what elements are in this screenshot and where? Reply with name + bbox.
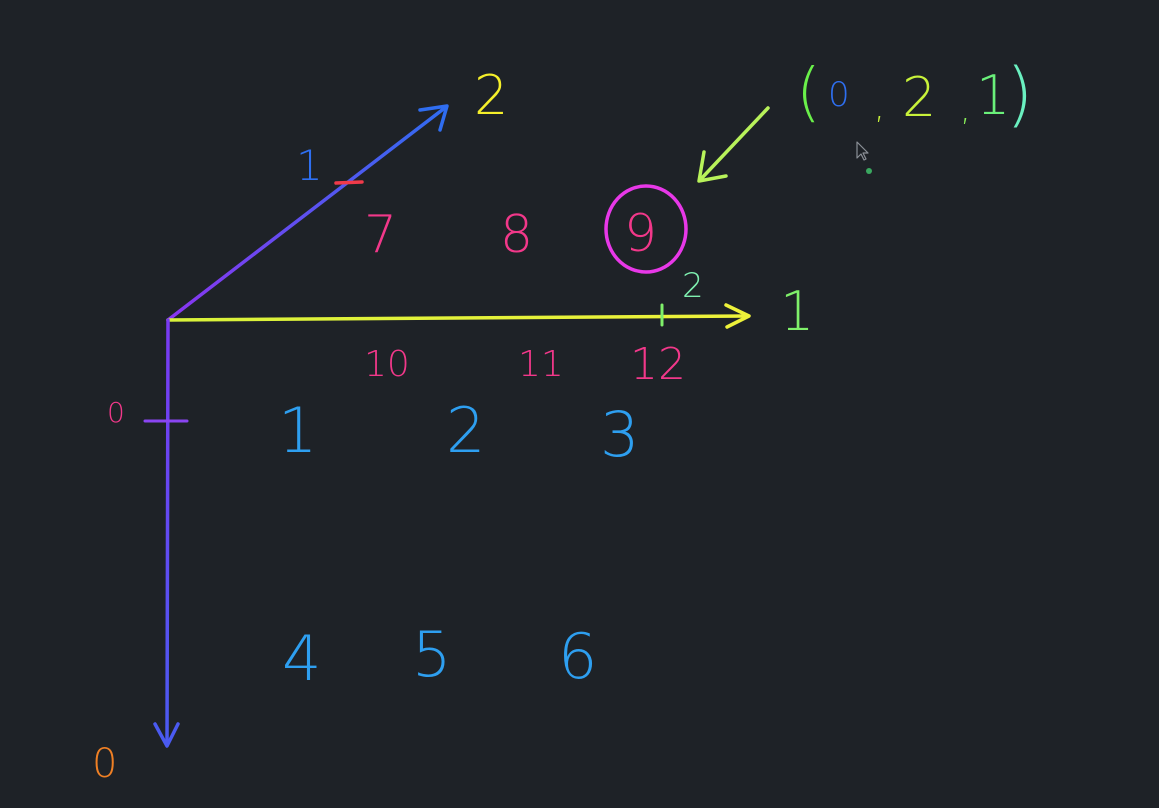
coord-separator: , [960, 89, 971, 129]
grid-cell: 4 [282, 622, 321, 695]
grid-cell: 8 [500, 205, 533, 265]
axis-0-arrowhead [153, 722, 180, 748]
grid-cell: 3 [600, 398, 639, 471]
highlighted-cell: 9 [624, 204, 657, 264]
grid-cell: 5 [412, 618, 451, 691]
axis-1-arrowhead [724, 303, 751, 329]
axis-2-arrowhead [418, 104, 449, 132]
axis-2-label: 2 [474, 64, 508, 127]
axis-1-tick-label: 2 [682, 266, 704, 306]
grid-cell: 7 [364, 205, 397, 265]
axis-0 [143, 318, 189, 748]
grid-cell: 6 [558, 620, 597, 693]
pointer-arrow [697, 106, 770, 183]
layer-0-values: 1 2 3 4 5 6 [278, 394, 639, 695]
axis-2 [166, 104, 449, 322]
grid-cell: 1 [278, 394, 317, 467]
axis-1-label: 1 [780, 280, 814, 343]
axis-2-tick [334, 180, 364, 185]
coord-open-paren: ( [796, 56, 821, 130]
layer-1-values: 7 8 9 10 11 12 [364, 204, 686, 390]
grid-cell: 2 [446, 394, 485, 467]
axis-0-label: 0 [92, 741, 117, 787]
coord-index-2: 1 [976, 64, 1010, 127]
axis-1 [166, 303, 751, 329]
coord-close-paren: ) [1006, 53, 1033, 135]
mouse-cursor-icon [856, 141, 872, 174]
grid-cell: 11 [518, 344, 564, 385]
grid-cell: 10 [364, 344, 410, 385]
pen-dot-icon [866, 168, 872, 174]
axis-0-tick-label: 0 [107, 396, 125, 429]
coord-separator: , [874, 87, 885, 127]
grid-cell: 12 [630, 339, 686, 390]
highlight-circle [604, 184, 688, 274]
coordinate-annotation: ( 0 , 2 , 1 ) [796, 53, 1033, 135]
coord-index-1: 2 [902, 66, 936, 129]
coord-index-0: 0 [828, 75, 850, 115]
axis-2-tick-label: 1 [296, 141, 323, 190]
